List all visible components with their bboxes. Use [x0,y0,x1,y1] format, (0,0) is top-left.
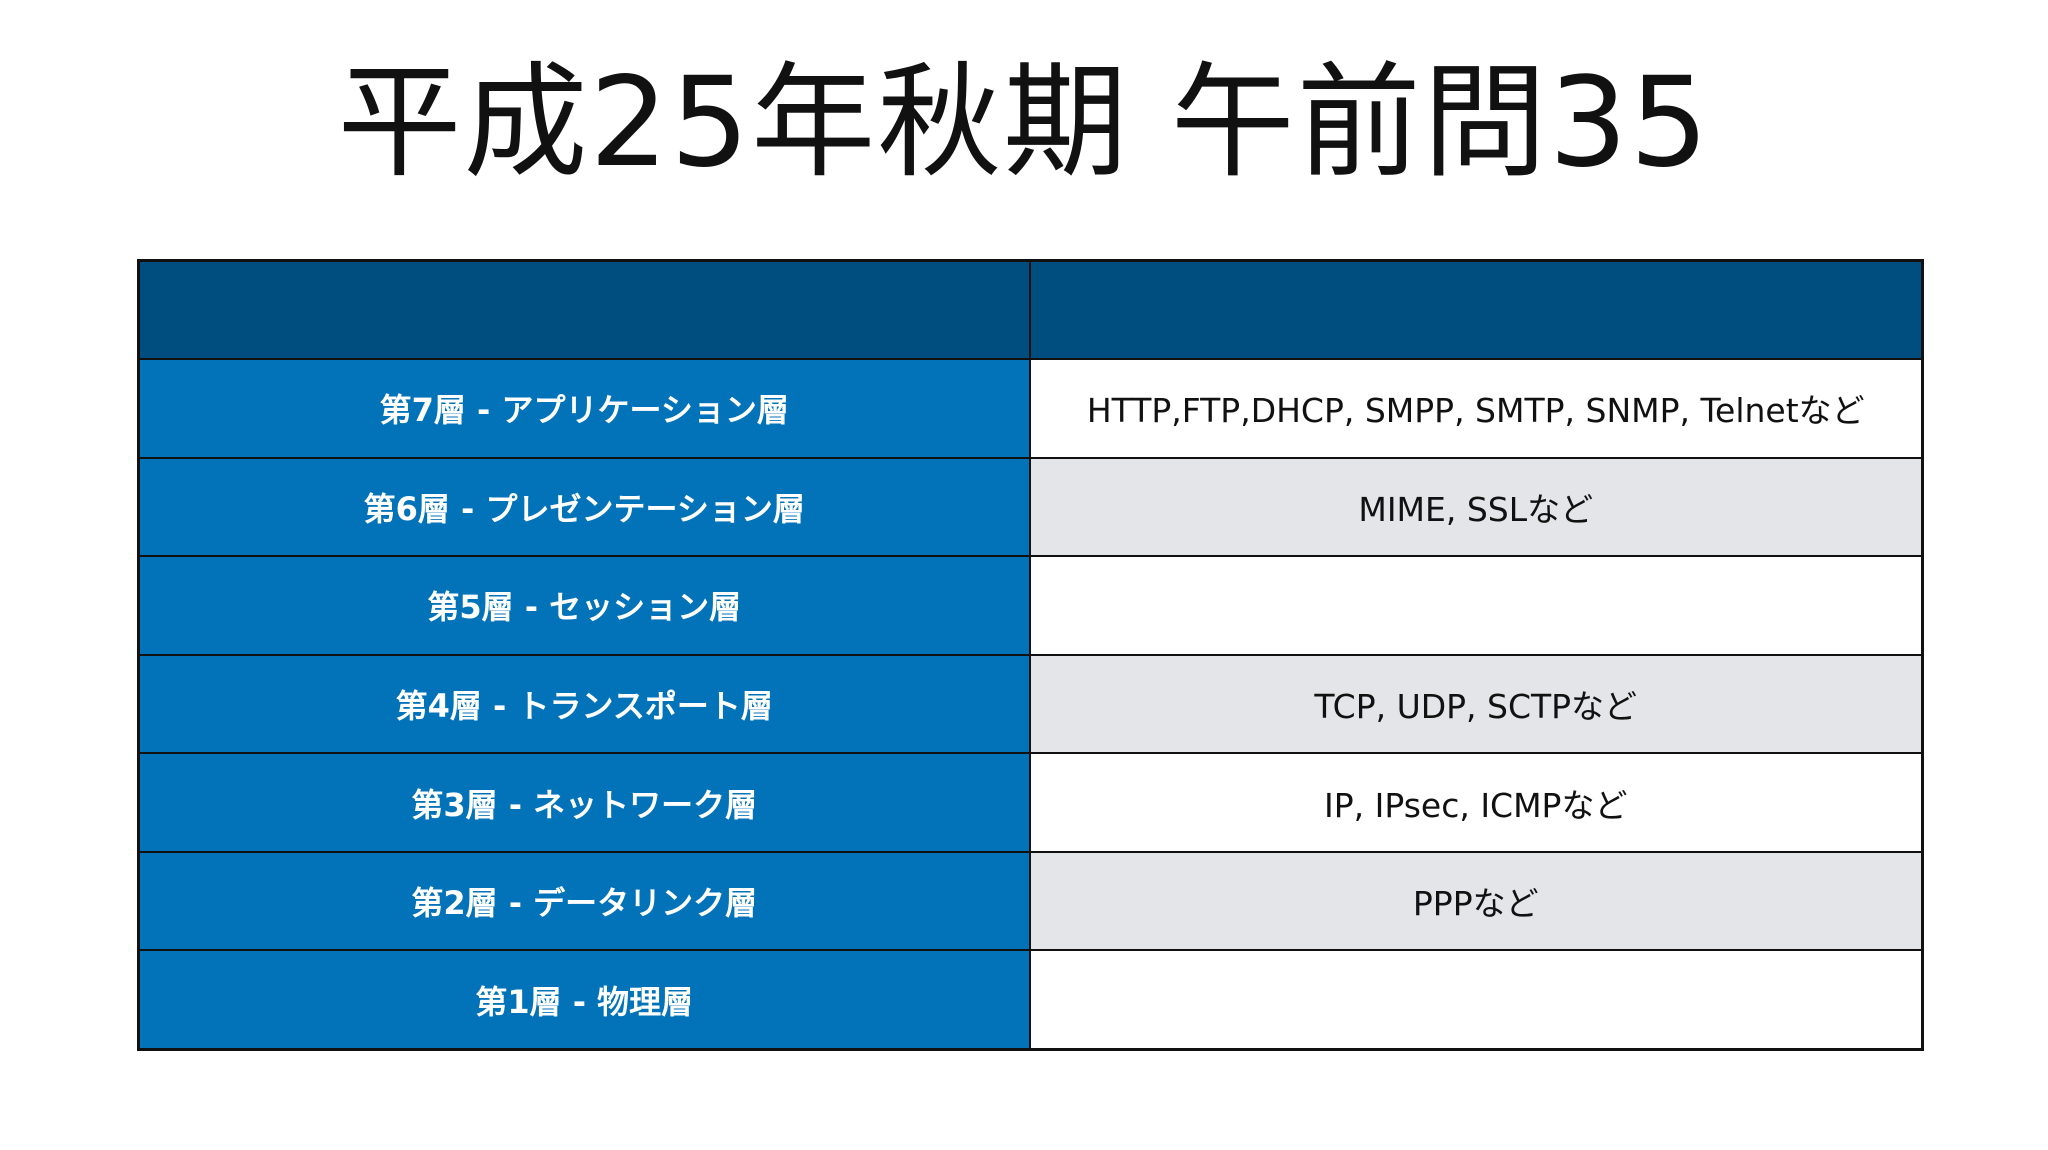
table-row-layer-4: 第4層 - トランスポート層 TCP, UDP, SCTPなど [137,653,1924,755]
layer-name-cell: 第4層 - トランスポート層 [137,653,1031,755]
protocol-cell: PPPなど [1028,850,1924,952]
table-row-layer-6: 第6層 - プレゼンテーション層 MIME, SSLなど [137,456,1924,558]
table-row-layer-7: 第7層 - アプリケーション層 HTTP,FTP,DHCP, SMPP, SMT… [137,358,1924,459]
protocol-cell: IP, IPsec, ICMPなど [1028,752,1924,853]
table-row-layer-5: 第5層 - セッション層 [137,555,1924,656]
table-row-layer-3: 第3層 - ネットワーク層 IP, IPsec, ICMPなど [137,752,1924,853]
header-protocol-cell [1028,259,1924,360]
layer-name-cell: 第1層 - 物理層 [137,949,1031,1051]
table-header-row [137,259,1924,360]
layer-name-cell: 第2層 - データリンク層 [137,850,1031,952]
layer-name-cell: 第3層 - ネットワーク層 [137,752,1031,853]
layer-name-cell: 第6層 - プレゼンテーション層 [137,456,1031,558]
osi-layer-table: 第7層 - アプリケーション層 HTTP,FTP,DHCP, SMPP, SMT… [137,259,1924,1051]
table-row-layer-1: 第1層 - 物理層 [137,949,1924,1051]
protocol-cell: HTTP,FTP,DHCP, SMPP, SMTP, SNMP, Telnetな… [1028,358,1924,459]
header-layer-cell [137,259,1031,360]
protocol-cell [1028,555,1924,656]
layer-name-cell: 第5層 - セッション層 [137,555,1031,656]
protocol-cell: MIME, SSLなど [1028,456,1924,558]
protocol-cell: TCP, UDP, SCTPなど [1028,653,1924,755]
slide-title: 平成25年秋期 午前問35 [337,51,1711,195]
layer-name-cell: 第7層 - アプリケーション層 [137,358,1031,459]
protocol-cell [1028,949,1924,1051]
table-row-layer-2: 第2層 - データリンク層 PPPなど [137,850,1924,952]
